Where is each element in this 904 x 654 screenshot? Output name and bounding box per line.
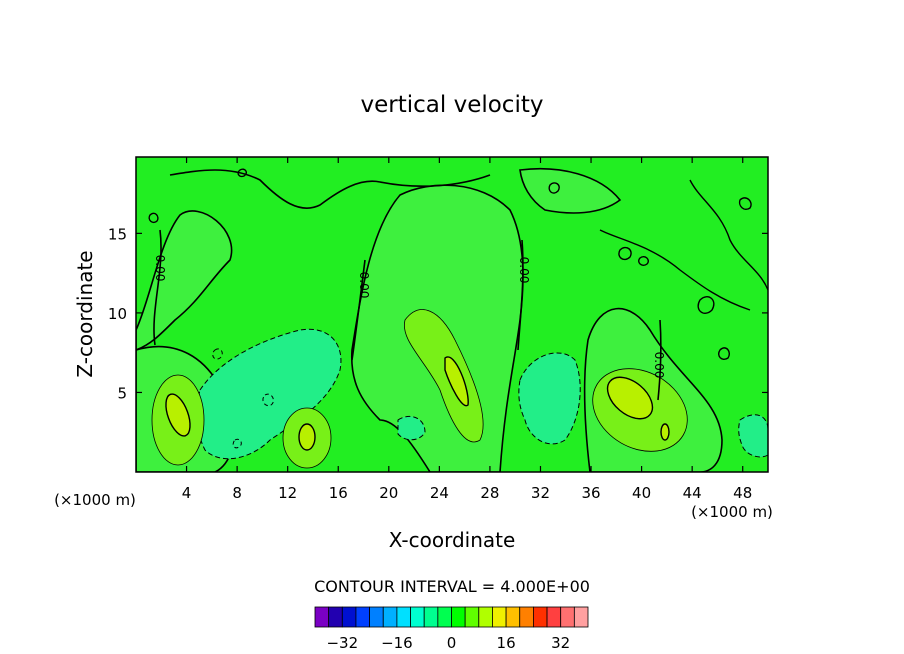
contour-label-right: 0.00 [652,352,666,379]
downdraft-far-right [738,414,768,458]
x-tick-label: 20 [379,484,398,502]
zero-contour-left [153,229,162,346]
y-axis-ticks: 5 10 15 [108,225,768,402]
x-unit-label-left: (×1000 m) [54,491,136,509]
colorbar-tick-label: 16 [497,634,516,652]
x-tick-label: 28 [480,484,499,502]
x-tick-label: 8 [232,484,242,502]
colorbar-swatch [382,606,398,628]
y-tick-label: 15 [108,225,127,243]
colorbar-swatch [423,606,439,628]
y-tick-label: 10 [108,305,127,323]
contour-label-center-right: 0.00 [517,257,531,284]
y-tick-label: 5 [117,384,127,402]
colorbar-swatch [492,606,507,628]
updraft-core-4-small [660,423,670,441]
colorbar-labels: −32 −16 0 16 32 [326,634,570,652]
dense-contours-right [599,179,768,311]
zero-contour-center-right [517,239,524,351]
colorbar-swatch [505,606,521,628]
colorbar-swatch [410,606,425,628]
x-axis-ticks: 4 8 12 16 20 24 28 32 36 40 44 48 [182,157,752,502]
updraft-core-4-inner [606,376,654,420]
updraft-core-1-inner [165,393,191,437]
colorbar-swatch [478,606,493,628]
x-tick-label: 36 [581,484,600,502]
x-tick-label: 32 [531,484,550,502]
top-band-contour [169,169,491,209]
small-cells-top [148,168,752,360]
updraft-core-3-outer [403,309,484,443]
x-tick-label: 44 [683,484,702,502]
contour-field [136,167,768,472]
colorbar-tick-label: 0 [447,634,457,652]
colorbar-swatch [437,606,452,628]
colorbar [314,606,589,628]
y-axis-label: Z-coordinate [73,250,97,377]
contour-labels: 0.00 0.00 0.00 0.00 [153,255,666,379]
colorbar-swatch [464,606,480,628]
colorbar-swatch [341,606,357,628]
updraft-core-2-inner [298,423,316,451]
region-top-center-right [519,167,622,214]
colorbar-swatch [519,606,534,628]
colorbar-swatch [314,606,330,628]
colorbar-swatch [355,606,371,628]
x-axis-label: X-coordinate [389,528,516,552]
contour-interval-text: CONTOUR INTERVAL = 4.000E+00 [314,577,590,596]
colorbar-tick-label: 32 [551,634,570,652]
colorbar-swatch [546,606,562,628]
x-unit-label-right: (×1000 m) [691,503,773,521]
colorbar-tick-label: −16 [381,634,413,652]
zero-contour-right [657,319,662,401]
dashed-cells-left [212,348,274,449]
colorbar-swatch [451,606,466,628]
colorbar-swatch [560,606,575,628]
chart-title: vertical velocity [361,92,544,118]
x-tick-label: 16 [329,484,348,502]
downdraft-center-left [397,416,426,441]
colorbar-swatch [533,606,548,628]
x-tick-label: 4 [182,484,192,502]
plot-frame [135,156,769,473]
zero-contour-center [351,259,366,361]
contour-label-center: 0.00 [357,272,371,299]
plot-area: 0.00 0.00 0.00 0.00 4 8 12 16 20 24 28 32 36 40 44… [108,156,769,502]
colorbar-swatch [369,606,384,628]
updraft-core-3-inner [444,356,469,407]
x-tick-label: 12 [278,484,297,502]
x-tick-label: 24 [430,484,449,502]
colorbar-swatch [396,606,411,628]
contour-label-left: 0.00 [153,255,167,282]
colorbar-swatch [573,606,589,628]
x-tick-label: 40 [632,484,651,502]
downdraft-center-right [518,352,581,445]
x-tick-label: 48 [733,484,752,502]
colorbar-tick-label: −32 [326,634,358,652]
colorbar-swatch [328,606,343,628]
